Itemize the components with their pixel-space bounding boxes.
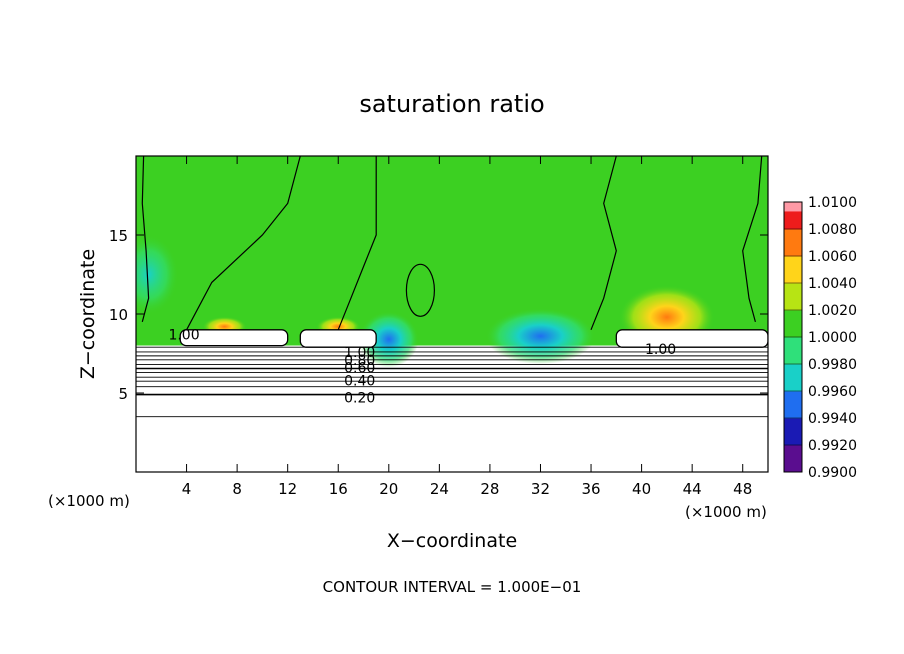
- colorbar-label: 1.0100: [808, 195, 857, 211]
- colorbar-segment: [784, 445, 802, 473]
- x-unit-right: (×1000 m): [685, 503, 767, 521]
- x-tick-label: 44: [683, 480, 702, 498]
- x-tick-label: 48: [733, 480, 752, 498]
- y-axis: 5 10 15: [109, 227, 768, 403]
- cloud-layer: [179, 329, 289, 347]
- colorbar: 1.0100 1.0080 1.0060 1.0040 1.0020 1.0000 0.99…: [783, 195, 857, 481]
- colorbar-label: 1.0080: [808, 222, 857, 238]
- contour-line: [742, 156, 763, 323]
- x-unit-left: (×1000 m): [48, 492, 130, 510]
- x-axis-label: X−coordinate: [387, 530, 517, 552]
- y-tick-label: 5: [118, 385, 128, 403]
- contour-label: 0.80: [344, 353, 375, 369]
- colorbar-segment: [784, 283, 802, 311]
- colorbar-segment: [784, 337, 802, 365]
- colorbar-segment: [784, 364, 802, 392]
- colorbar-label: 1.0060: [808, 249, 857, 265]
- colorbar-label: 0.9920: [808, 438, 857, 454]
- colorbar-label: 1.0020: [808, 303, 857, 319]
- contour-line: [405, 263, 435, 317]
- y-axis-label: Z−coordinate: [77, 249, 99, 379]
- contour-label: 1.00: [344, 345, 375, 361]
- contour-label: 0.20: [344, 391, 375, 407]
- colorbar-segment: [784, 391, 802, 419]
- colorbar-segment: [784, 229, 802, 257]
- contour-line: [337, 156, 377, 331]
- subsaturated-field: [136, 345, 768, 472]
- contour-label: 1.00: [645, 342, 676, 358]
- colorbar-label: 0.9900: [808, 465, 857, 481]
- colorbar-segment: [784, 310, 802, 338]
- contour-line: [590, 156, 617, 331]
- x-tick-label: 32: [531, 480, 550, 498]
- chart-title: saturation ratio: [359, 90, 544, 118]
- y-tick-label: 10: [109, 306, 128, 324]
- x-tick-label: 20: [379, 480, 398, 498]
- colorbar-label: 0.9940: [808, 411, 857, 427]
- contour-line: [186, 156, 301, 331]
- x-tick-label: 36: [581, 480, 600, 498]
- contour-line: [141, 156, 150, 323]
- x-tick-label: 40: [632, 480, 651, 498]
- colorbar-label: 1.0000: [808, 330, 857, 346]
- contour-interval-note: CONTOUR INTERVAL = 1.000E−01: [323, 578, 582, 596]
- contour-label: 0.60: [344, 361, 375, 377]
- cool-anomaly: [358, 311, 419, 368]
- colorbar-segment: [784, 418, 802, 446]
- plot-area: 1.001.001.000.800.600.400.20: [136, 156, 768, 472]
- x-tick-label: 28: [480, 480, 499, 498]
- contour-label: 0.40: [344, 373, 375, 389]
- colorbar-label: 0.9960: [808, 384, 857, 400]
- contour-label: 1.00: [168, 328, 199, 344]
- x-tick-label: 4: [182, 480, 192, 498]
- x-tick-label: 16: [329, 480, 348, 498]
- x-tick-label: 8: [232, 480, 242, 498]
- cloud-layer: [615, 329, 768, 348]
- y-tick-label: 15: [109, 227, 128, 245]
- colorbar-label: 1.0040: [808, 276, 857, 292]
- colorbar-label: 0.9980: [808, 357, 857, 373]
- cool-anomaly: [136, 234, 179, 315]
- x-axis: 4 8 12 16 20 24 28 32 36 40 44 48: [182, 156, 752, 498]
- colorbar-cap: [784, 202, 802, 212]
- cool-anomaly: [485, 308, 596, 365]
- colorbar-segment: [784, 256, 802, 284]
- x-tick-label: 12: [278, 480, 297, 498]
- x-tick-label: 24: [430, 480, 449, 498]
